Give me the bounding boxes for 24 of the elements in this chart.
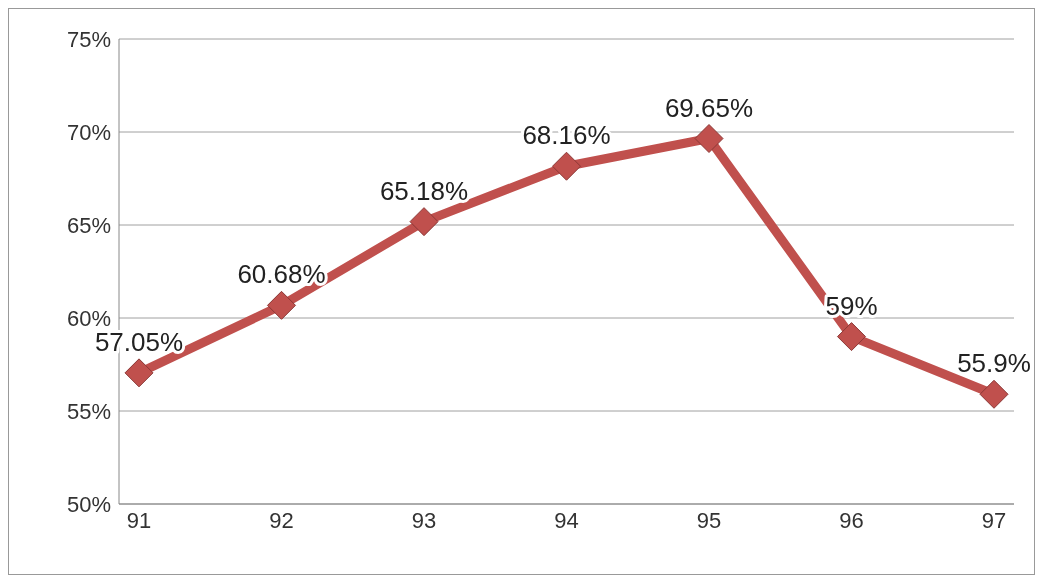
x-tick-label: 93	[411, 507, 437, 533]
y-tick-label: 70%	[66, 119, 111, 145]
data-label: 68.16%	[522, 120, 611, 151]
x-tick-label: 94	[554, 507, 579, 533]
data-label: 60.68%	[237, 259, 326, 290]
point	[694, 124, 724, 154]
point	[409, 207, 439, 237]
point	[124, 358, 154, 388]
x-tick-label: 91	[126, 507, 152, 533]
data-label: 55.9%	[957, 348, 1031, 379]
y-tick-label: 55%	[66, 398, 111, 424]
point	[837, 322, 866, 352]
x-tick-label: 95	[696, 507, 722, 533]
point	[552, 151, 581, 181]
data-label: 65.18%	[379, 175, 469, 206]
x-tick-label: 92	[269, 507, 294, 533]
point	[267, 290, 296, 320]
x-tick-label: 97	[981, 507, 1007, 533]
y-tick-label: 65%	[66, 212, 111, 238]
point	[979, 379, 1009, 409]
x-tick-label: 96	[839, 507, 864, 533]
y-tick-label: 50%	[66, 491, 111, 517]
y-tick-label: 75%	[66, 26, 111, 52]
data-label: 69.65%	[664, 92, 754, 123]
